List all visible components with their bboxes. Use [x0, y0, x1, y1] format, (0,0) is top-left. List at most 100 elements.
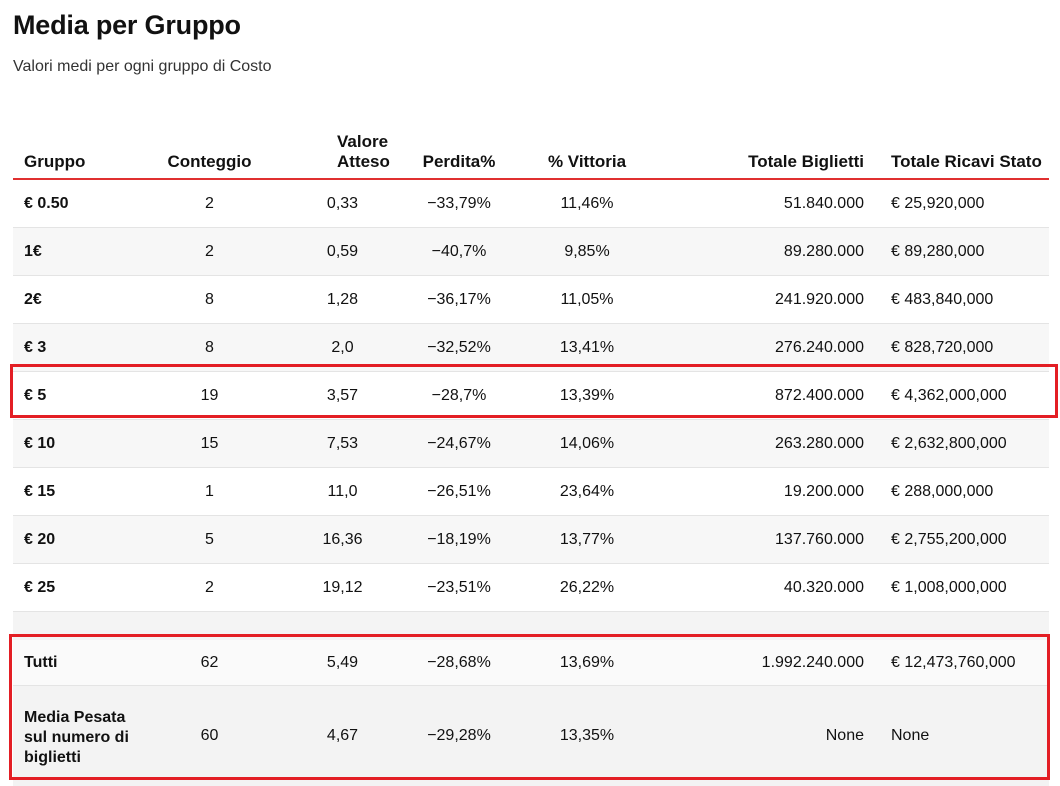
cell-vittoria: 13,69%: [522, 640, 652, 686]
cell-totale-biglietti: 137.760.000: [652, 516, 874, 564]
cell-conteggio: 19: [130, 372, 289, 420]
cell-vittoria: 11,46%: [522, 179, 652, 228]
cell-gruppo: € 3: [13, 324, 130, 372]
cell-totale-biglietti: 263.280.000: [652, 420, 874, 468]
cell-conteggio: 2: [130, 179, 289, 228]
header-conteggio: Conteggio: [130, 112, 289, 179]
cell-valore-atteso: 19,12: [289, 564, 396, 612]
cell-perdita: −23,51%: [396, 564, 522, 612]
cell-totale-biglietti: 276.240.000: [652, 324, 874, 372]
cell-totale-biglietti: 19.200.000: [652, 468, 874, 516]
table-row: € 25 2 19,12 −23,51% 26,22% 40.320.000 €…: [13, 564, 1049, 612]
cell-perdita: −26,51%: [396, 468, 522, 516]
cell-vittoria: 11,05%: [522, 276, 652, 324]
cell-perdita: −32,52%: [396, 324, 522, 372]
cell-gruppo: 1€: [13, 228, 130, 276]
cell-conteggio: 60: [130, 686, 289, 786]
cell-totale-ricavi: € 2,632,800,000: [874, 420, 1049, 468]
cell-valore-atteso: 0,59: [289, 228, 396, 276]
cell-vittoria: 23,64%: [522, 468, 652, 516]
cell-valore-atteso: 16,36: [289, 516, 396, 564]
cell-vittoria: 26,22%: [522, 564, 652, 612]
cell-totale-ricavi: € 89,280,000: [874, 228, 1049, 276]
header-totale-ricavi: Totale Ricavi Stato: [874, 112, 1049, 179]
cell-totale-ricavi: None: [874, 686, 1049, 786]
header-gruppo: Gruppo: [13, 112, 130, 179]
cell-conteggio: 8: [130, 276, 289, 324]
cell-totale-ricavi: € 25,920,000: [874, 179, 1049, 228]
page-subtitle: Valori medi per ogni gruppo di Costo: [13, 58, 272, 76]
cell-valore-atteso: 2,0: [289, 324, 396, 372]
cell-perdita: −33,79%: [396, 179, 522, 228]
page-title: Media per Gruppo: [13, 10, 241, 41]
table-row: € 3 8 2,0 −32,52% 13,41% 276.240.000 € 8…: [13, 324, 1049, 372]
cell-perdita: −18,19%: [396, 516, 522, 564]
cell-totale-biglietti: None: [652, 686, 874, 786]
table-row-highlighted: € 5 19 3,57 −28,7% 13,39% 872.400.000 € …: [13, 372, 1049, 420]
cell-valore-atteso: 0,33: [289, 179, 396, 228]
cell-conteggio: 62: [130, 640, 289, 686]
cell-vittoria: 13,39%: [522, 372, 652, 420]
cell-valore-atteso: 4,67: [289, 686, 396, 786]
average-by-group-table: Gruppo Conteggio Valore Atteso Perdita% …: [13, 112, 1049, 786]
cell-gruppo: € 0.50: [13, 179, 130, 228]
cell-vittoria: 13,41%: [522, 324, 652, 372]
cell-conteggio: 8: [130, 324, 289, 372]
cell-perdita: −36,17%: [396, 276, 522, 324]
cell-totale-ricavi: € 483,840,000: [874, 276, 1049, 324]
cell-conteggio: 15: [130, 420, 289, 468]
cell-totale-biglietti: 51.840.000: [652, 179, 874, 228]
cell-valore-atteso: 3,57: [289, 372, 396, 420]
header-vittoria: % Vittoria: [522, 112, 652, 179]
header-totale-biglietti: Totale Biglietti: [652, 112, 874, 179]
cell-valore-atteso: 7,53: [289, 420, 396, 468]
cell-conteggio: 2: [130, 564, 289, 612]
table-body: € 0.50 2 0,33 −33,79% 11,46% 51.840.000 …: [13, 179, 1049, 786]
cell-vittoria: 9,85%: [522, 228, 652, 276]
table-row: € 15 1 11,0 −26,51% 23,64% 19.200.000 € …: [13, 468, 1049, 516]
table-row: € 0.50 2 0,33 −33,79% 11,46% 51.840.000 …: [13, 179, 1049, 228]
table-row: 1€ 2 0,59 −40,7% 9,85% 89.280.000 € 89,2…: [13, 228, 1049, 276]
table-row: € 20 5 16,36 −18,19% 13,77% 137.760.000 …: [13, 516, 1049, 564]
cell-conteggio: 2: [130, 228, 289, 276]
spacer-cell: [13, 612, 1049, 641]
cell-gruppo: € 25: [13, 564, 130, 612]
cell-totale-ricavi: € 828,720,000: [874, 324, 1049, 372]
cell-valore-atteso: 5,49: [289, 640, 396, 686]
cell-conteggio: 5: [130, 516, 289, 564]
cell-totale-biglietti: 241.920.000: [652, 276, 874, 324]
table-header-row: Gruppo Conteggio Valore Atteso Perdita% …: [13, 112, 1049, 179]
cell-perdita: −28,7%: [396, 372, 522, 420]
cell-valore-atteso: 1,28: [289, 276, 396, 324]
cell-gruppo: € 20: [13, 516, 130, 564]
cell-gruppo: Media Pesata sul numero di biglietti: [13, 686, 130, 786]
cell-totale-ricavi: € 12,473,760,000: [874, 640, 1049, 686]
cell-totale-biglietti: 1.992.240.000: [652, 640, 874, 686]
cell-valore-atteso: 11,0: [289, 468, 396, 516]
cell-gruppo: € 5: [13, 372, 130, 420]
cell-gruppo: € 10: [13, 420, 130, 468]
cell-perdita: −29,28%: [396, 686, 522, 786]
cell-totale-ricavi: € 1,008,000,000: [874, 564, 1049, 612]
cell-gruppo: 2€: [13, 276, 130, 324]
summary-row-weighted-average: Media Pesata sul numero di biglietti 60 …: [13, 686, 1049, 786]
cell-totale-ricavi: € 288,000,000: [874, 468, 1049, 516]
cell-totale-biglietti: 40.320.000: [652, 564, 874, 612]
header-perdita: Perdita%: [396, 112, 522, 179]
header-valore-atteso: Valore Atteso: [289, 112, 396, 179]
cell-gruppo: Tutti: [13, 640, 130, 686]
cell-perdita: −28,68%: [396, 640, 522, 686]
cell-totale-ricavi: € 4,362,000,000: [874, 372, 1049, 420]
cell-vittoria: 14,06%: [522, 420, 652, 468]
cell-conteggio: 1: [130, 468, 289, 516]
cell-totale-ricavi: € 2,755,200,000: [874, 516, 1049, 564]
cell-perdita: −40,7%: [396, 228, 522, 276]
cell-vittoria: 13,35%: [522, 686, 652, 786]
cell-vittoria: 13,77%: [522, 516, 652, 564]
table-row: 2€ 8 1,28 −36,17% 11,05% 241.920.000 € 4…: [13, 276, 1049, 324]
summary-row-total: Tutti 62 5,49 −28,68% 13,69% 1.992.240.0…: [13, 640, 1049, 686]
cell-perdita: −24,67%: [396, 420, 522, 468]
cell-totale-biglietti: 89.280.000: [652, 228, 874, 276]
cell-totale-biglietti: 872.400.000: [652, 372, 874, 420]
table-spacer-row: [13, 612, 1049, 641]
